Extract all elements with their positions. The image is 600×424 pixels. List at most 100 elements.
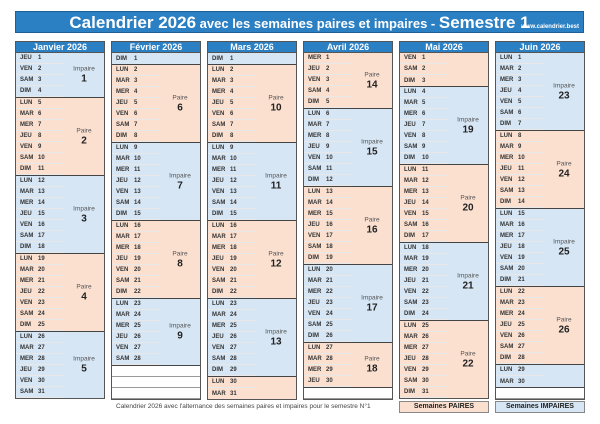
day-number: 27 bbox=[422, 345, 429, 351]
weekday: SAM bbox=[308, 322, 322, 328]
day-row: MER 22 bbox=[304, 287, 352, 298]
weekday: DIM bbox=[404, 389, 415, 395]
day-row: LUN 2 bbox=[208, 65, 256, 76]
day-number: 12 bbox=[326, 177, 333, 183]
weekday: MER bbox=[116, 89, 130, 95]
weekday: DIM bbox=[308, 255, 319, 261]
week-parity: Paire bbox=[268, 94, 284, 101]
day-number: 26 bbox=[38, 334, 45, 340]
weekday: MAR bbox=[116, 234, 130, 240]
weekday: MER bbox=[116, 167, 130, 173]
day-number: 9 bbox=[518, 144, 522, 150]
weekday: DIM bbox=[500, 121, 511, 127]
week-block: LUN 1 MAR 2 MER 3 JEU 4 VEN 5 SAM 6 DIM 7 Impaire 23 bbox=[496, 53, 584, 131]
day-number: 29 bbox=[326, 367, 333, 373]
weekday: MAR bbox=[404, 334, 418, 340]
day-number: 1 bbox=[326, 55, 330, 61]
day-row: VEN 3 bbox=[304, 75, 352, 86]
calendar-title-bar: Calendrier 2026 avec les semaines paires… bbox=[15, 11, 584, 33]
week-number: 25 bbox=[558, 246, 570, 257]
weekday: DIM bbox=[212, 211, 223, 217]
week-number: 24 bbox=[558, 168, 570, 179]
day-row: SAM 23 bbox=[400, 298, 448, 309]
day-row: MER 18 bbox=[112, 243, 160, 254]
weekday: JEU bbox=[212, 256, 224, 262]
day-row: JEU 26 bbox=[208, 332, 256, 343]
day-row: VEN 19 bbox=[496, 253, 544, 264]
week-parity: Impaire bbox=[553, 238, 575, 245]
day-number: 15 bbox=[230, 211, 237, 217]
day-row bbox=[496, 388, 584, 399]
weekday: JEU bbox=[116, 256, 128, 262]
week-label: Paire 6 bbox=[160, 94, 200, 113]
weekday: SAM bbox=[20, 77, 34, 83]
weekday: DIM bbox=[116, 211, 127, 217]
day-row: VEN 13 bbox=[208, 187, 256, 198]
week-number: 22 bbox=[462, 358, 474, 369]
day-row: JEU 9 bbox=[304, 142, 352, 153]
day-row: MER 20 bbox=[400, 265, 448, 276]
weekday: DIM bbox=[308, 99, 319, 105]
weekday: SAM bbox=[116, 278, 130, 284]
day-number: 21 bbox=[134, 278, 141, 284]
weekday: MAR bbox=[20, 267, 34, 273]
day-number: 5 bbox=[518, 99, 522, 105]
day-number: 27 bbox=[230, 345, 237, 351]
day-row: JEU 30 bbox=[304, 376, 352, 387]
day-row: DIM 17 bbox=[400, 231, 448, 242]
day-row: VEN 15 bbox=[400, 209, 448, 220]
weekday: JEU bbox=[20, 55, 32, 61]
week-parity: Impaire bbox=[457, 116, 479, 123]
day-row: DIM 4 bbox=[16, 86, 64, 97]
weekday: JEU bbox=[20, 367, 32, 373]
day-number: 19 bbox=[326, 255, 333, 261]
legend-pair: Semaines PAIRES bbox=[399, 401, 489, 413]
weekday: MER bbox=[308, 55, 322, 61]
weekday: VEN bbox=[20, 66, 33, 72]
week-number: 6 bbox=[177, 102, 183, 113]
day-number: 5 bbox=[422, 100, 426, 106]
day-number: 8 bbox=[38, 133, 42, 139]
week-parity: Paire bbox=[364, 71, 380, 78]
day-number: 24 bbox=[38, 311, 45, 317]
day-number: 11 bbox=[230, 167, 237, 173]
day-number: 17 bbox=[134, 234, 141, 240]
weekday: DIM bbox=[20, 166, 31, 172]
day-row: LUN 6 bbox=[304, 109, 352, 120]
day-row: LUN 30 bbox=[208, 377, 256, 388]
day-row: DIM 31 bbox=[400, 387, 448, 398]
weekday: JEU bbox=[404, 278, 416, 284]
day-number: 3 bbox=[518, 77, 522, 83]
day-number: 20 bbox=[38, 267, 45, 273]
weekday: LUN bbox=[308, 111, 321, 117]
weekday: MAR bbox=[308, 200, 322, 206]
day-row: MER 21 bbox=[16, 276, 64, 287]
weekday: MER bbox=[404, 267, 418, 273]
day-row: SAM 17 bbox=[16, 231, 64, 242]
day-row: DIM 1 bbox=[112, 53, 160, 64]
day-row: DIM 22 bbox=[112, 287, 160, 298]
day-number: 23 bbox=[326, 300, 333, 306]
day-number: 21 bbox=[326, 278, 333, 284]
day-number: 6 bbox=[518, 110, 522, 116]
weekday: LUN bbox=[500, 55, 513, 61]
day-number: 14 bbox=[326, 200, 333, 206]
weekday: VEN bbox=[212, 111, 225, 117]
weekday: MER bbox=[500, 155, 514, 161]
day-number: 13 bbox=[230, 189, 237, 195]
day-number: 2 bbox=[518, 66, 522, 72]
day-number: 28 bbox=[422, 356, 429, 362]
day-number: 25 bbox=[38, 322, 45, 328]
week-block: LUN 20 MAR 21 MER 22 JEU 23 VEN 24 SAM 25 DIM 26 Impai… bbox=[304, 265, 392, 343]
day-number: 1 bbox=[422, 55, 426, 61]
day-row: MER 4 bbox=[208, 87, 256, 98]
day-row: MAR 5 bbox=[400, 98, 448, 109]
weekday: LUN bbox=[20, 334, 33, 340]
site-url[interactable]: www.calendrier.best bbox=[521, 24, 579, 30]
week-label: Impaire 21 bbox=[448, 272, 488, 291]
day-row: LUN 16 bbox=[208, 221, 256, 232]
day-number: 2 bbox=[422, 66, 426, 72]
day-number: 16 bbox=[422, 222, 429, 228]
week-parity: Impaire bbox=[169, 172, 191, 179]
day-row: MAR 10 bbox=[112, 154, 160, 165]
